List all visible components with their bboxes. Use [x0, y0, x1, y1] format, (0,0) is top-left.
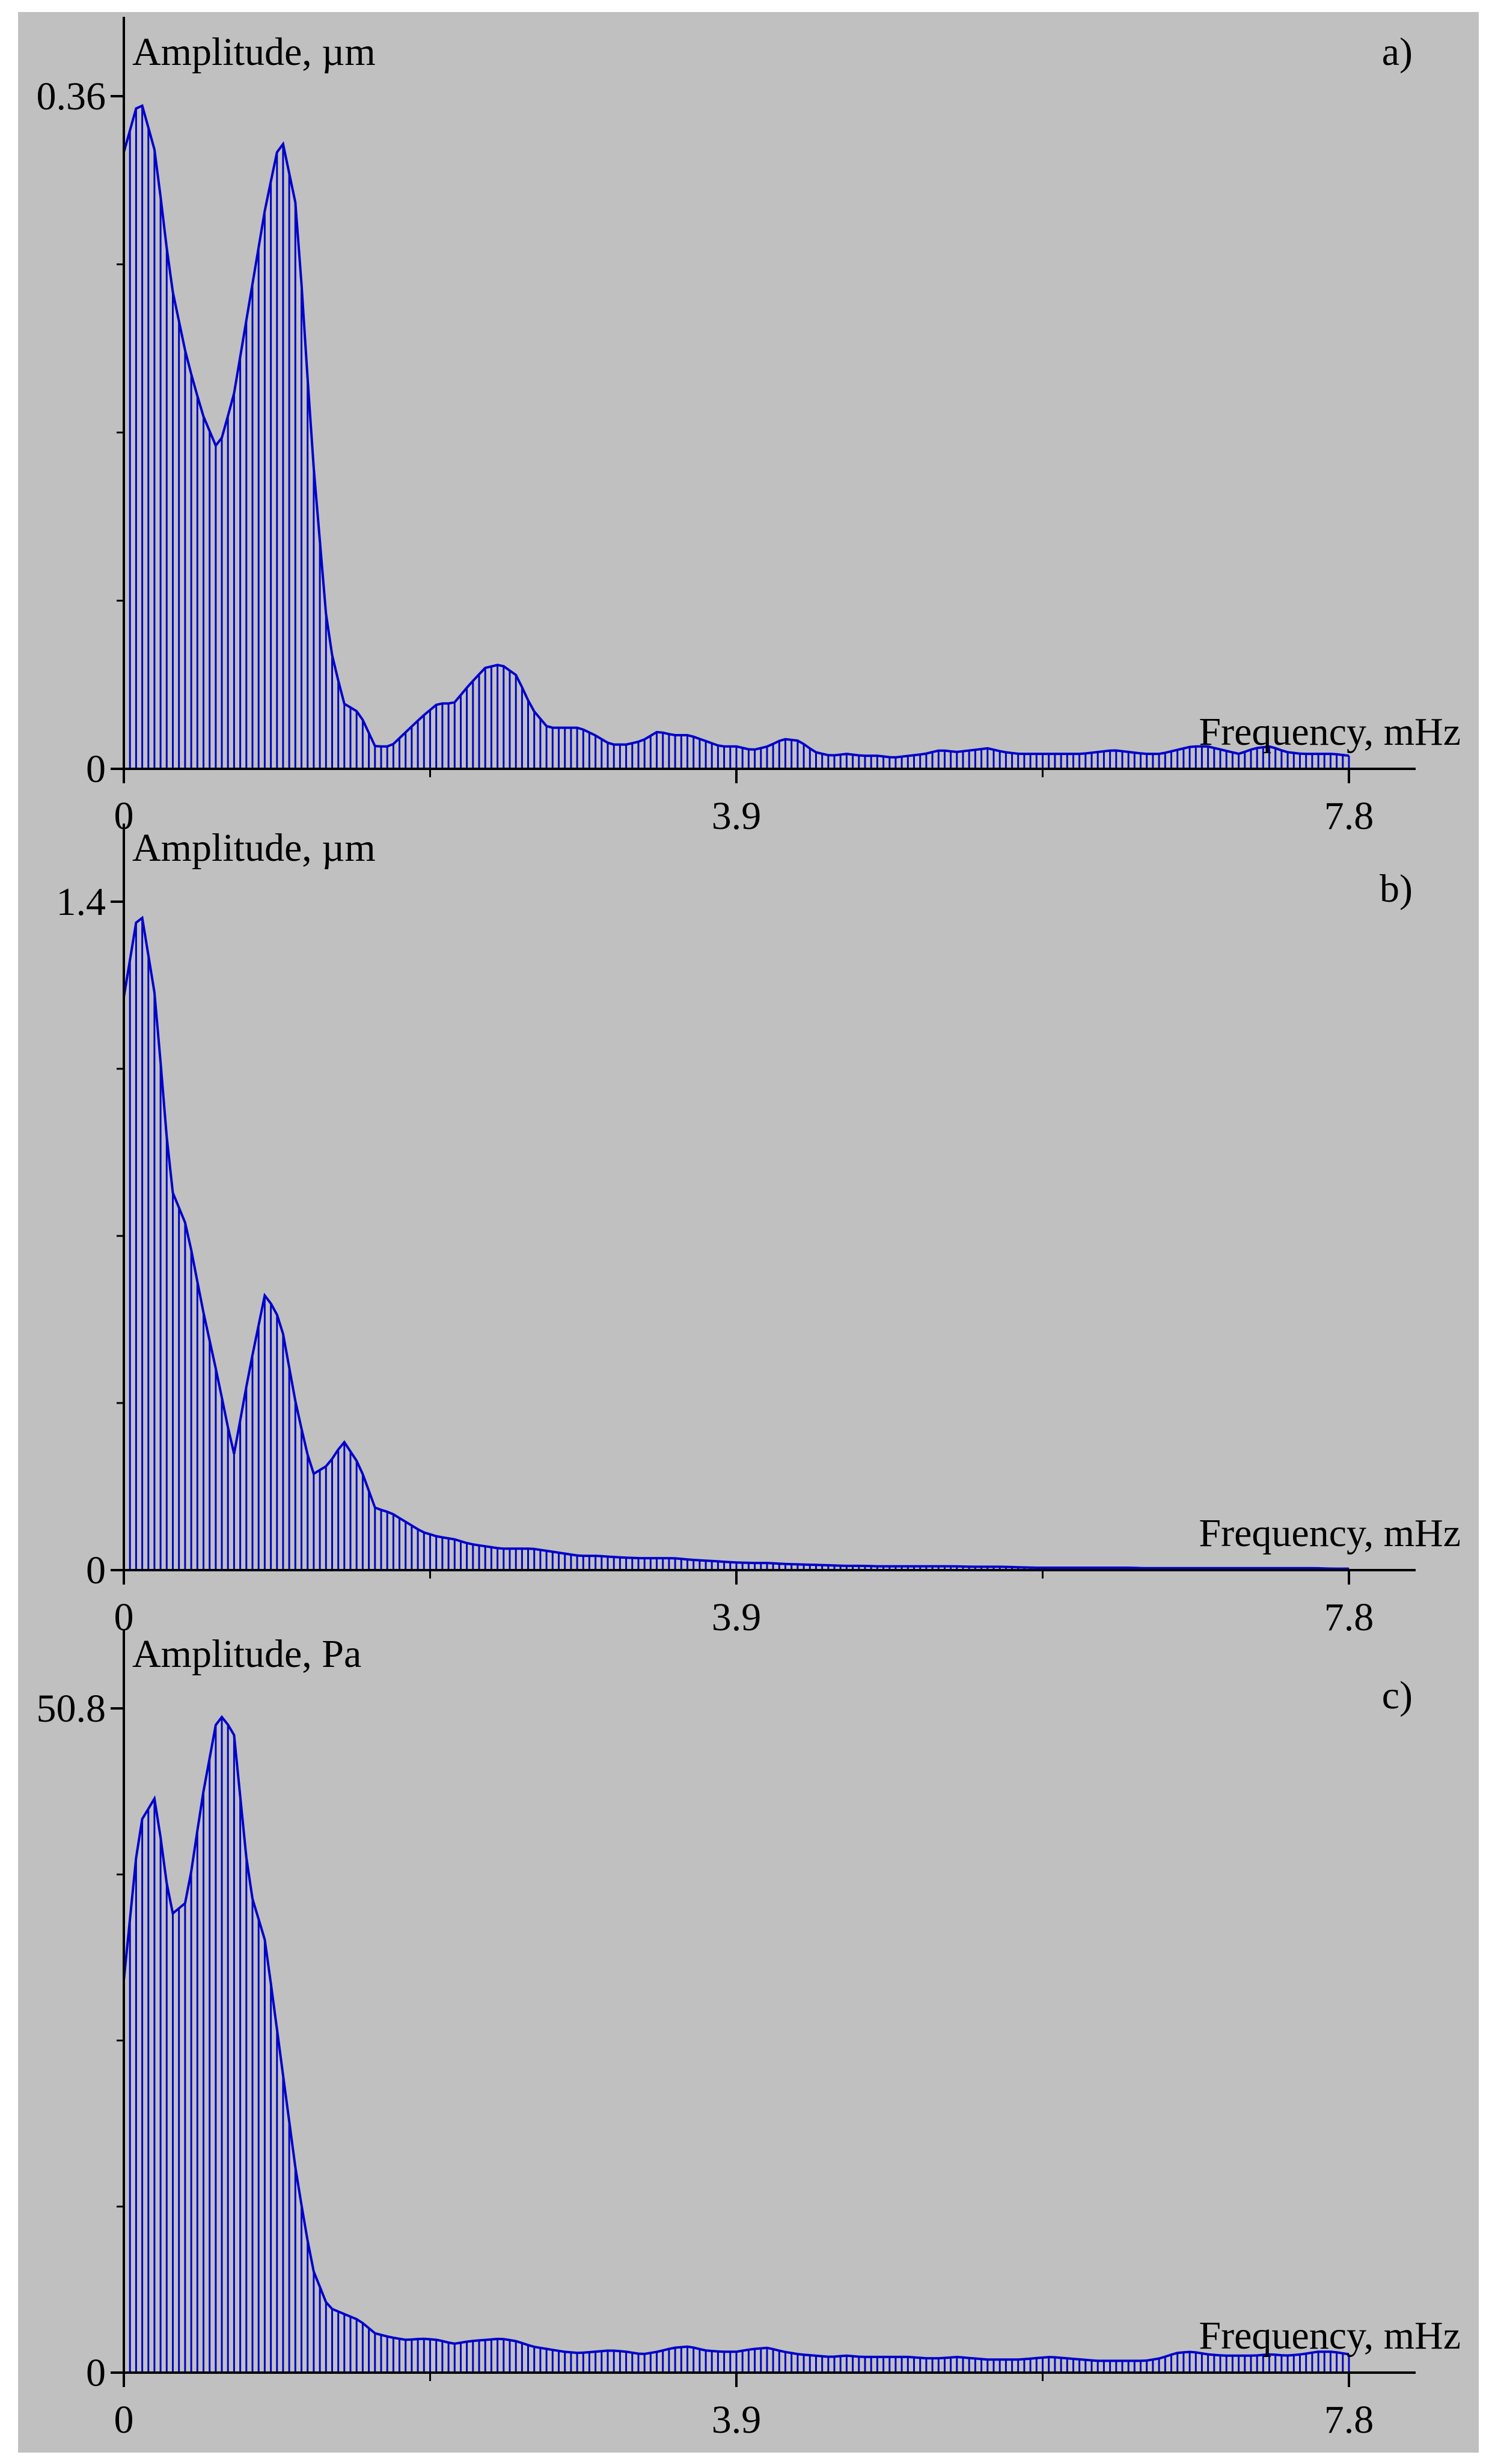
area-hatch [123, 918, 1350, 1570]
x-tick-label-2: 7.8 [1324, 1595, 1374, 1639]
y-tick-label-min: 0 [86, 1548, 106, 1592]
y-axis-label: Amplitude, Pa [132, 1632, 361, 1676]
x-axis-label: Frequency, mHz [1199, 1511, 1461, 1555]
panel-label: b) [1380, 867, 1413, 911]
x-tick-label-0: 0 [114, 2398, 134, 2442]
y-tick-label-min: 0 [86, 747, 106, 791]
series-line [123, 1715, 1350, 2362]
y-axis-label: Amplitude, µm [132, 30, 376, 74]
series-line [123, 104, 1350, 759]
panel-label: a) [1382, 30, 1413, 74]
x-axis-label: Frequency, mHz [1199, 710, 1461, 754]
y-axis-label: Amplitude, µm [132, 826, 376, 870]
x-axis-label: Frequency, mHz [1199, 2314, 1461, 2358]
x-tick-label-1: 3.9 [712, 794, 762, 838]
y-tick-label-min: 0 [86, 2351, 106, 2395]
x-tick-label-2: 7.8 [1324, 2398, 1374, 2442]
y-tick-label-max: 50.8 [37, 1687, 106, 1731]
x-tick-label-1: 3.9 [712, 2398, 762, 2442]
area-hatch [123, 105, 1350, 769]
panel-label: c) [1382, 1674, 1413, 1717]
chart-background [18, 12, 1479, 2453]
y-tick-label-max: 1.4 [57, 880, 106, 924]
series-line [123, 916, 1349, 1570]
panel-c: 50.8 00 3.9 7.8 Amplitude, Pa Frequency, mHz c… [37, 1630, 1461, 2442]
y-tick-label-max: 0.36 [37, 75, 106, 118]
x-tick-label-2: 7.8 [1324, 794, 1374, 838]
x-tick-label-1: 3.9 [712, 1595, 762, 1639]
